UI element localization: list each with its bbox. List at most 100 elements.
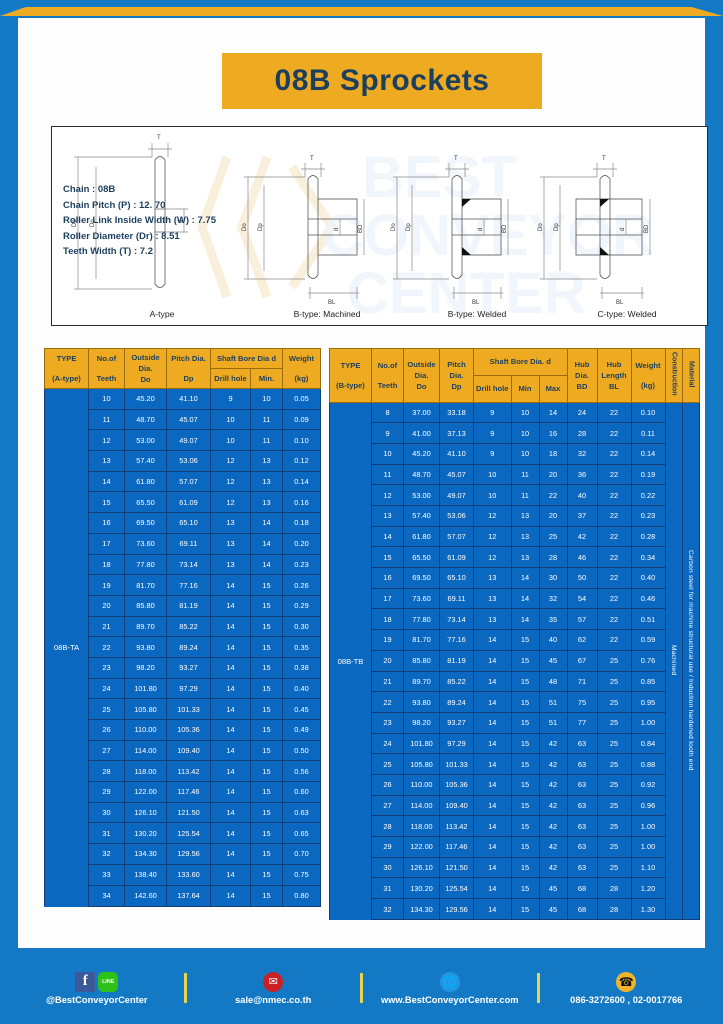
cell: 77.16 xyxy=(166,574,211,596)
cell: 26 xyxy=(371,773,404,796)
cell: 11 xyxy=(510,484,540,506)
cell: 14 xyxy=(210,822,251,845)
cell: 13 xyxy=(88,450,125,472)
cell: 63 xyxy=(566,856,598,879)
cell: 22 xyxy=(596,608,632,631)
email-icon[interactable]: ✉ xyxy=(263,971,284,992)
footer-phone-label: 086-3272600 , 02-0017766 xyxy=(570,994,683,1005)
footer-social[interactable]: f LINE @BestConveyorCenter xyxy=(10,971,184,1005)
cell: 45 xyxy=(538,877,568,900)
table-b-type: TYPE (B-type) No.of Teeth Outside Dia. D… xyxy=(329,348,700,921)
cell: 14 xyxy=(473,732,512,755)
cell: 0.60 xyxy=(282,781,321,803)
cell: 22 xyxy=(371,691,404,713)
cell: 14 xyxy=(250,532,283,555)
cell: 13 xyxy=(250,491,283,514)
cell: 0.50 xyxy=(282,739,321,762)
cell: 1.30 xyxy=(630,898,666,921)
facebook-icon[interactable]: f xyxy=(75,971,96,992)
cell: 69.11 xyxy=(439,587,474,610)
cell: 10 xyxy=(371,442,404,465)
cell: 0.46 xyxy=(630,587,666,610)
cell: 16 xyxy=(88,512,125,534)
cell: 118.00 xyxy=(403,815,440,837)
cell: 14 xyxy=(210,656,251,679)
cell: 15 xyxy=(510,773,540,796)
th-drill-hole-b: Drill hole xyxy=(473,374,512,403)
cell: 89.70 xyxy=(403,670,440,693)
footer-website[interactable]: 🌐 www.BestConveyorCenter.com xyxy=(363,971,537,1005)
cell: 15 xyxy=(510,711,540,734)
svg-text:BL: BL xyxy=(616,300,624,306)
table-row: 08B-TA 10 45.20 41.10 9 10 0.05 xyxy=(44,388,321,907)
cell: 25 xyxy=(596,815,632,837)
table-row: 32 134.30 129.56 14 15 45 68 28 1.30 xyxy=(330,898,700,921)
globe-icon[interactable]: 🌐 xyxy=(439,971,460,992)
cell: 31 xyxy=(371,877,404,900)
cell: 15 xyxy=(510,815,540,837)
cell: 0.34 xyxy=(630,546,666,569)
cell: 13 xyxy=(250,470,283,493)
th-shaft-bore-b: Shaft Bore Dia. d xyxy=(473,348,568,376)
th-weight-b: Weight (kg) xyxy=(630,348,666,403)
cell: 14 xyxy=(210,574,251,596)
cell: 48 xyxy=(538,670,568,693)
cell: 13 xyxy=(510,505,540,527)
table-row: 14 61.80 57.07 12 13 25 42 22 0.28 xyxy=(330,525,700,548)
svg-text:BD: BD xyxy=(644,224,650,233)
cell: 13 xyxy=(473,567,512,589)
phone-icon[interactable]: ☎ xyxy=(616,971,637,992)
cell: 10 xyxy=(210,429,251,452)
cell: 81.70 xyxy=(124,574,167,596)
svg-text:Dp: Dp xyxy=(554,223,560,231)
cell: 32 xyxy=(88,843,125,865)
table-row: 21 89.70 85.22 14 15 48 71 25 0.85 xyxy=(330,670,700,693)
svg-text:BL: BL xyxy=(328,300,336,306)
footer-email[interactable]: ✉ sale@nmec.co.th xyxy=(187,971,361,1005)
svg-text:T: T xyxy=(454,156,458,162)
cell: 15 xyxy=(88,491,125,514)
cell: 22 xyxy=(596,629,632,651)
table-row: 27 114.00 109.40 14 15 42 63 25 0.96 xyxy=(330,794,700,817)
table-row: 20 85.80 81.19 14 15 0.29 xyxy=(45,594,321,617)
th-type-a: TYPE (A-type) xyxy=(44,348,89,389)
cell: 14 xyxy=(473,691,512,713)
cell: 33.18 xyxy=(439,401,474,424)
cell: 50 xyxy=(566,567,598,589)
cell: 134.30 xyxy=(403,898,440,921)
table-b-body: 08B-TB 8 37.00 33.18 9 10 14 24 22 0.10 Machined Ca… xyxy=(329,401,700,921)
table-row: 13 57.40 53.06 12 13 0.12 xyxy=(45,450,321,472)
cell: 27 xyxy=(88,739,125,762)
cell: 10 xyxy=(473,463,512,486)
cell: 0.35 xyxy=(282,636,321,658)
cell: 22 xyxy=(596,422,632,444)
cell: 14 xyxy=(210,615,251,638)
cell: 109.40 xyxy=(439,794,474,817)
cell: 53.00 xyxy=(124,429,167,452)
cell: 0.14 xyxy=(630,442,666,465)
cell: 15 xyxy=(510,691,540,713)
cell: 13 xyxy=(510,546,540,569)
cell: 101.33 xyxy=(439,753,474,775)
th-construction-b: Construction xyxy=(664,348,683,403)
table-row: 20 85.80 81.19 14 15 45 67 25 0.76 xyxy=(330,649,700,672)
cell: 105.80 xyxy=(124,698,167,720)
cell: 23 xyxy=(88,656,125,679)
footer-phone[interactable]: ☎ 086-3272600 , 02-0017766 xyxy=(540,971,714,1005)
cell: 0.22 xyxy=(630,484,666,506)
cell: 45.20 xyxy=(403,442,440,465)
cell: 14 xyxy=(473,629,512,651)
cell: 14 xyxy=(473,773,512,796)
cell: 10 xyxy=(210,408,251,431)
line-icon[interactable]: LINE xyxy=(98,971,119,992)
cell: 45 xyxy=(538,898,568,921)
cell: 61.80 xyxy=(403,525,440,548)
cell: 14 xyxy=(473,836,512,858)
cell: 45.20 xyxy=(124,388,167,410)
cell: 20 xyxy=(538,505,568,527)
svg-text:Dp: Dp xyxy=(90,219,96,227)
cell: 0.63 xyxy=(282,801,321,824)
cell: 15 xyxy=(250,801,283,824)
label-b-type-welded: B-type: Welded xyxy=(447,309,507,319)
cell: 97.29 xyxy=(439,732,474,755)
